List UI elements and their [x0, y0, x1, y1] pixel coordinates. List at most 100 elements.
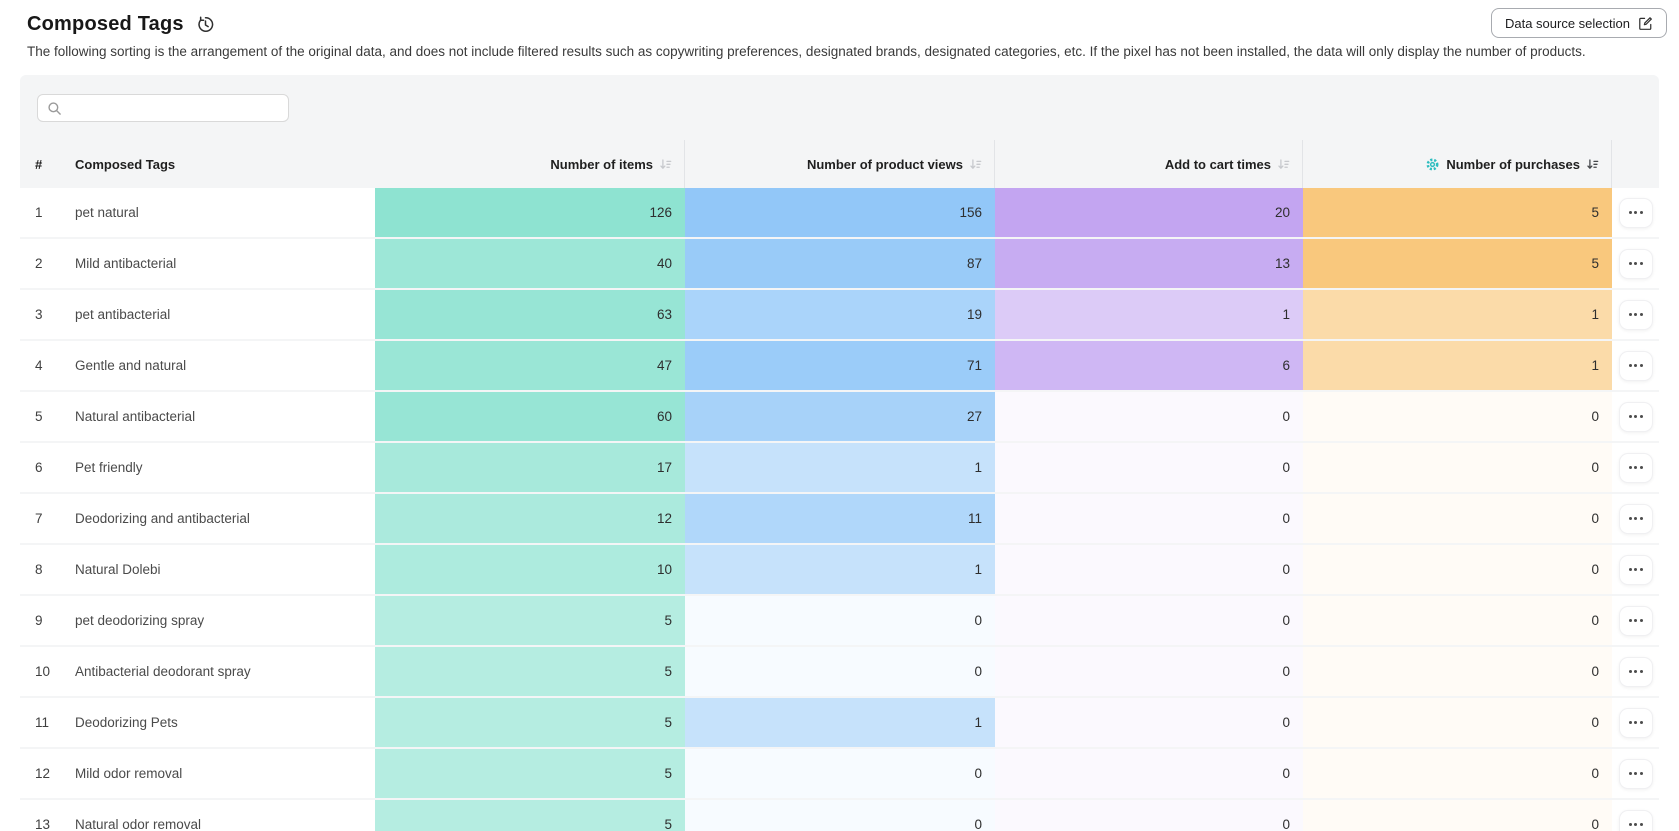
table-row: 8 Natural Dolebi 10 1 0 0 [20, 545, 1659, 594]
table-row: 1 pet natural 126 156 20 5 [20, 188, 1659, 237]
table-row: 7 Deodorizing and antibacterial 12 11 0 0 [20, 494, 1659, 543]
page-title: Composed Tags [27, 12, 184, 35]
row-actions-cell [1612, 749, 1659, 798]
gear-icon [1426, 158, 1439, 170]
header-number-of-purchases[interactable]: Number of purchases [1303, 140, 1612, 188]
header-actions [1612, 140, 1659, 188]
row-actions-button[interactable] [1618, 248, 1653, 279]
row-actions-button[interactable] [1618, 401, 1653, 432]
ellipsis-icon [1628, 466, 1632, 469]
cell-purchases: 0 [1303, 392, 1612, 441]
header-add-to-cart-times-label: Add to cart times [1164, 156, 1271, 172]
cell-cart: 0 [995, 545, 1303, 594]
table-header-row: # Composed Tags Number of items Number o… [20, 140, 1659, 188]
cell-cart: 0 [995, 800, 1303, 831]
row-actions-cell [1612, 647, 1659, 696]
edit-icon [1639, 16, 1652, 30]
row-actions-cell [1612, 596, 1659, 645]
row-index: 4 [35, 358, 43, 373]
row-index: 2 [35, 256, 43, 271]
row-tag-label: Gentle and natural [75, 358, 187, 373]
row-tag-label: Mild odor removal [75, 766, 183, 781]
table-body: 1 pet natural 126 156 20 5 2 Mild antibacterial… [20, 188, 1659, 831]
table-panel: # Composed Tags Number of items Number o… [20, 75, 1659, 831]
header-number-of-items[interactable]: Number of items [375, 140, 685, 188]
header-number-of-product-views[interactable]: Number of product views [685, 140, 995, 188]
cell-items: 126 [375, 188, 685, 237]
cell-views: 0 [685, 800, 995, 831]
row-index: 12 [35, 766, 51, 781]
ellipsis-icon [1628, 262, 1632, 265]
ellipsis-icon [1628, 517, 1632, 520]
row-actions-button[interactable] [1618, 758, 1653, 789]
ellipsis-icon [1628, 211, 1632, 214]
row-actions-button[interactable] [1618, 554, 1653, 585]
cell-views: 0 [685, 749, 995, 798]
header-index: # [35, 156, 43, 172]
row-actions-cell [1612, 443, 1659, 492]
row-actions-button[interactable] [1618, 503, 1653, 534]
header-composed-tags: Composed Tags [75, 156, 176, 172]
cell-views: 71 [685, 341, 995, 390]
row-actions-cell [1612, 545, 1659, 594]
cell-purchases: 5 [1303, 188, 1612, 237]
row-index: 1 [35, 205, 43, 220]
ellipsis-icon [1628, 568, 1632, 571]
row-index: 6 [35, 460, 43, 475]
cell-items: 5 [375, 698, 685, 747]
row-tag-label: Mild antibacterial [75, 256, 177, 271]
row-index: 8 [35, 562, 43, 577]
table-row: 9 pet deodorizing spray 5 0 0 0 [20, 596, 1659, 645]
history-icon[interactable] [196, 15, 215, 34]
row-actions-cell [1612, 188, 1659, 237]
ellipsis-icon [1628, 364, 1632, 367]
row-actions-button[interactable] [1618, 707, 1653, 738]
cell-cart: 20 [995, 188, 1303, 237]
table-row: 3 pet antibacterial 63 19 1 1 [20, 290, 1659, 339]
row-actions-button[interactable] [1618, 656, 1653, 687]
cell-items: 63 [375, 290, 685, 339]
sort-descending-icon [1587, 158, 1599, 169]
cell-items: 12 [375, 494, 685, 543]
header-number-of-product-views-label: Number of product views [806, 156, 963, 172]
row-actions-button[interactable] [1618, 605, 1653, 636]
row-actions-cell [1612, 239, 1659, 288]
header-number-of-items-label: Number of items [550, 156, 653, 172]
row-index: 3 [35, 307, 43, 322]
cell-cart: 0 [995, 392, 1303, 441]
cell-purchases: 1 [1303, 290, 1612, 339]
search-box [37, 94, 289, 122]
row-tag-label: Natural antibacterial [75, 409, 196, 424]
row-index: 9 [35, 613, 43, 628]
cell-purchases: 0 [1303, 698, 1612, 747]
cell-items: 5 [375, 749, 685, 798]
search-input[interactable] [68, 99, 279, 117]
data-source-selection-button[interactable]: Data source selection [1490, 8, 1667, 38]
row-actions-button[interactable] [1618, 452, 1653, 483]
row-actions-button[interactable] [1618, 197, 1653, 228]
row-actions-button[interactable] [1618, 350, 1653, 381]
row-actions-button[interactable] [1618, 809, 1653, 831]
row-tag-label: Natural odor removal [75, 817, 202, 831]
description-text: The following sorting is the arrangement… [27, 44, 1586, 59]
data-source-selection-label: Data source selection [1504, 15, 1630, 31]
cell-views: 0 [685, 596, 995, 645]
row-actions-cell [1612, 800, 1659, 831]
header-number-of-purchases-label: Number of purchases [1446, 156, 1580, 172]
cell-cart: 1 [995, 290, 1303, 339]
cell-purchases: 0 [1303, 647, 1612, 696]
row-tag-label: Antibacterial deodorant spray [75, 664, 251, 679]
header-add-to-cart-times[interactable]: Add to cart times [995, 140, 1303, 188]
row-tag-label: Pet friendly [75, 460, 143, 475]
table-row: 6 Pet friendly 17 1 0 0 [20, 443, 1659, 492]
table-row: 4 Gentle and natural 47 71 6 1 [20, 341, 1659, 390]
table-row: 10 Antibacterial deodorant spray 5 0 0 0 [20, 647, 1659, 696]
row-actions-button[interactable] [1618, 299, 1653, 330]
cell-items: 5 [375, 596, 685, 645]
cell-purchases: 0 [1303, 545, 1612, 594]
cell-purchases: 0 [1303, 443, 1612, 492]
cell-items: 47 [375, 341, 685, 390]
row-index: 10 [35, 664, 51, 679]
cell-views: 0 [685, 647, 995, 696]
row-index: 11 [35, 715, 50, 730]
